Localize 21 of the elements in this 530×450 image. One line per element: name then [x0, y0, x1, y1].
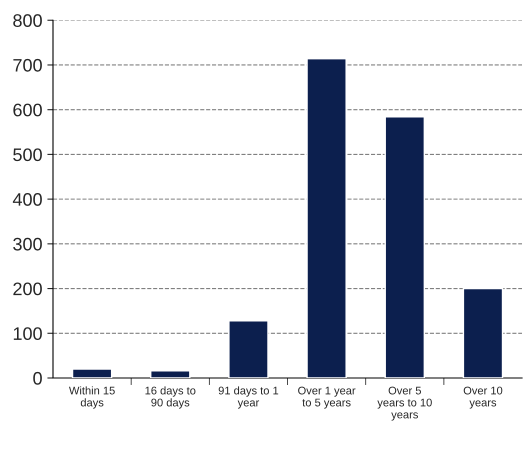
x-tick-label: Over 5 years to 10 years: [377, 386, 432, 421]
x-tick-label: Within 15 days: [68, 386, 115, 409]
bar: [306, 58, 347, 378]
bar: [150, 370, 190, 378]
y-tick-label: 500: [13, 148, 42, 162]
x-tick-label: 16 days to 90 days: [145, 386, 196, 409]
x-tick-label: Over 10 years: [464, 386, 502, 409]
x-tick-label: 91 days to 1 year: [218, 386, 278, 409]
y-tick-label: 0: [33, 372, 42, 385]
bar: [72, 368, 112, 378]
y-tick-label: 700: [13, 58, 42, 72]
bar: [384, 116, 426, 378]
x-tick-label: Over 1 year to 5 years: [298, 386, 356, 409]
y-tick-label: 300: [13, 238, 42, 251]
y-tick-label: 800: [13, 14, 42, 27]
y-tick-label: 600: [13, 104, 42, 116]
y-tick-label: 100: [14, 327, 42, 340]
y-tick-label: 400: [12, 193, 42, 206]
bar: [228, 320, 269, 378]
bar: [462, 288, 504, 378]
y-tick-label: 200: [13, 282, 42, 296]
